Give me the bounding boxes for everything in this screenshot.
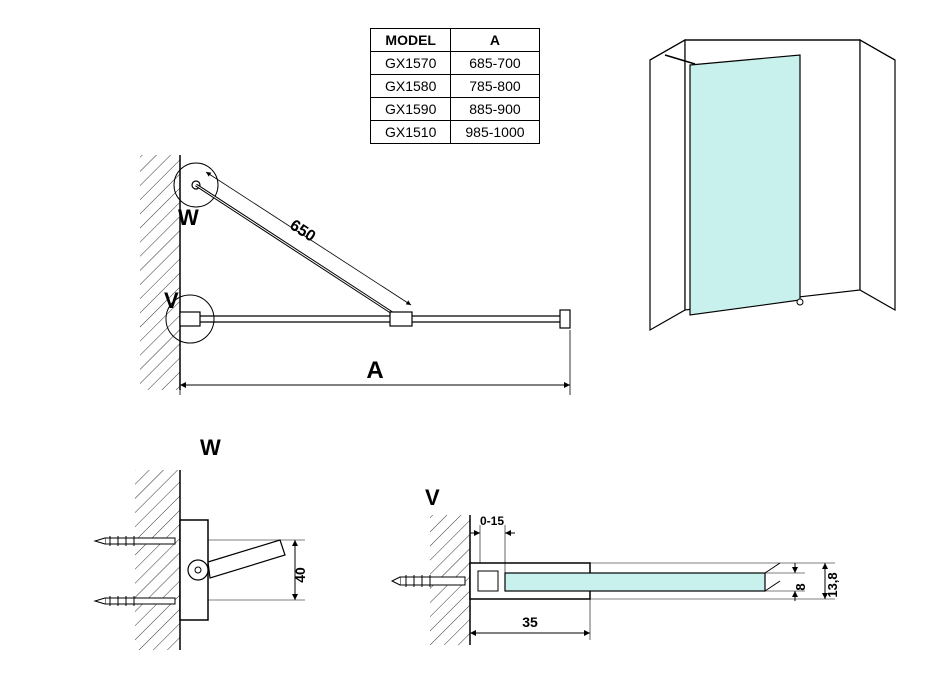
label-v: V (164, 288, 179, 313)
dim-a: A (366, 357, 383, 384)
detail-w-label: W (200, 435, 221, 460)
diagram-canvas: W 650 V A (0, 0, 928, 686)
detail-v: V 0-15 35 8 (392, 485, 840, 645)
dim-v-adjust: 0-15 (480, 514, 504, 528)
glass-panel-icon (690, 55, 800, 315)
glass-section-icon (505, 573, 765, 591)
dim-v-profile: 13,8 (825, 572, 840, 597)
detail-w: W 40 (95, 435, 308, 650)
label-w: W (178, 205, 199, 230)
top-plan-diagram: W 650 V A (140, 155, 570, 395)
dim-v-glass: 8 (793, 583, 808, 590)
dim-v-width: 35 (522, 614, 538, 630)
dim-w-height: 40 (292, 567, 308, 583)
detail-v-label: V (425, 485, 440, 510)
shower-3d-render (650, 40, 895, 330)
